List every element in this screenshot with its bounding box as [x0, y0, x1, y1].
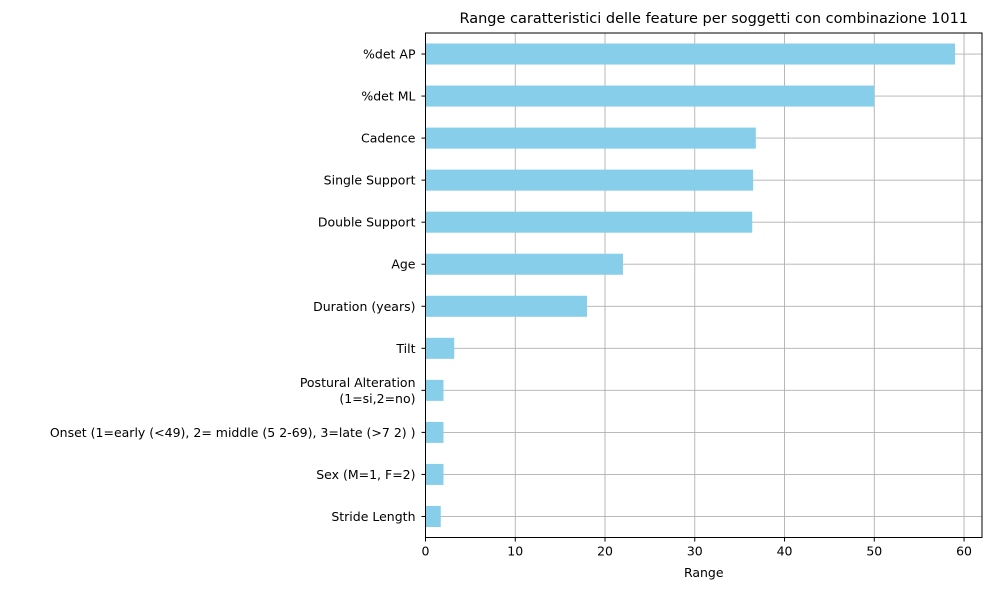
- x-tick-label: 30: [687, 544, 703, 559]
- bar: [425, 295, 588, 317]
- bar: [425, 379, 444, 401]
- y-tick-label: Sex (M=1, F=2): [316, 467, 415, 482]
- bar: [425, 43, 956, 65]
- y-tick-label: Postural Alteration (1=si,2=no): [300, 375, 416, 406]
- bars-layer: [425, 43, 956, 527]
- y-tick-label: %det AP: [363, 47, 416, 62]
- bar: [425, 169, 754, 191]
- x-tick-label: 50: [866, 544, 882, 559]
- y-tick-label: Stride Length: [331, 509, 415, 524]
- x-ticks: 0 10 20 30 40 50 60: [422, 537, 972, 559]
- x-tick-label: 60: [956, 544, 972, 559]
- y-tick-label: Tilt: [395, 341, 415, 356]
- plot-frame: [425, 32, 983, 538]
- y-tick-label: Double Support: [318, 215, 416, 230]
- bar: [425, 337, 455, 359]
- bar: [425, 211, 753, 233]
- bar: [425, 253, 623, 275]
- bar: [425, 127, 756, 149]
- bar: [425, 505, 441, 527]
- x-tick-label: 10: [507, 544, 523, 559]
- x-tick-label: 40: [777, 544, 793, 559]
- y-tick-label: Age: [391, 257, 415, 272]
- bar: [425, 463, 444, 485]
- y-tick-label: Onset (1=early (<49), 2= middle (5 2-69)…: [50, 425, 416, 440]
- grid-layer: [425, 33, 982, 538]
- bar: [425, 85, 875, 107]
- x-tick-label: 20: [597, 544, 613, 559]
- y-tick-label: %det ML: [361, 89, 415, 104]
- y-tick-label: Cadence: [361, 131, 416, 146]
- bar: [425, 421, 444, 443]
- y-ticks: %det AP %det ML Cadence Single Support Doubl…: [50, 47, 426, 524]
- x-axis-label: Range: [684, 565, 724, 580]
- y-tick-label: Duration (years): [313, 299, 415, 314]
- x-tick-label: 0: [422, 544, 430, 559]
- y-tick-label: Single Support: [324, 173, 416, 188]
- chart-title: Range caratteristici delle feature per s…: [459, 11, 968, 27]
